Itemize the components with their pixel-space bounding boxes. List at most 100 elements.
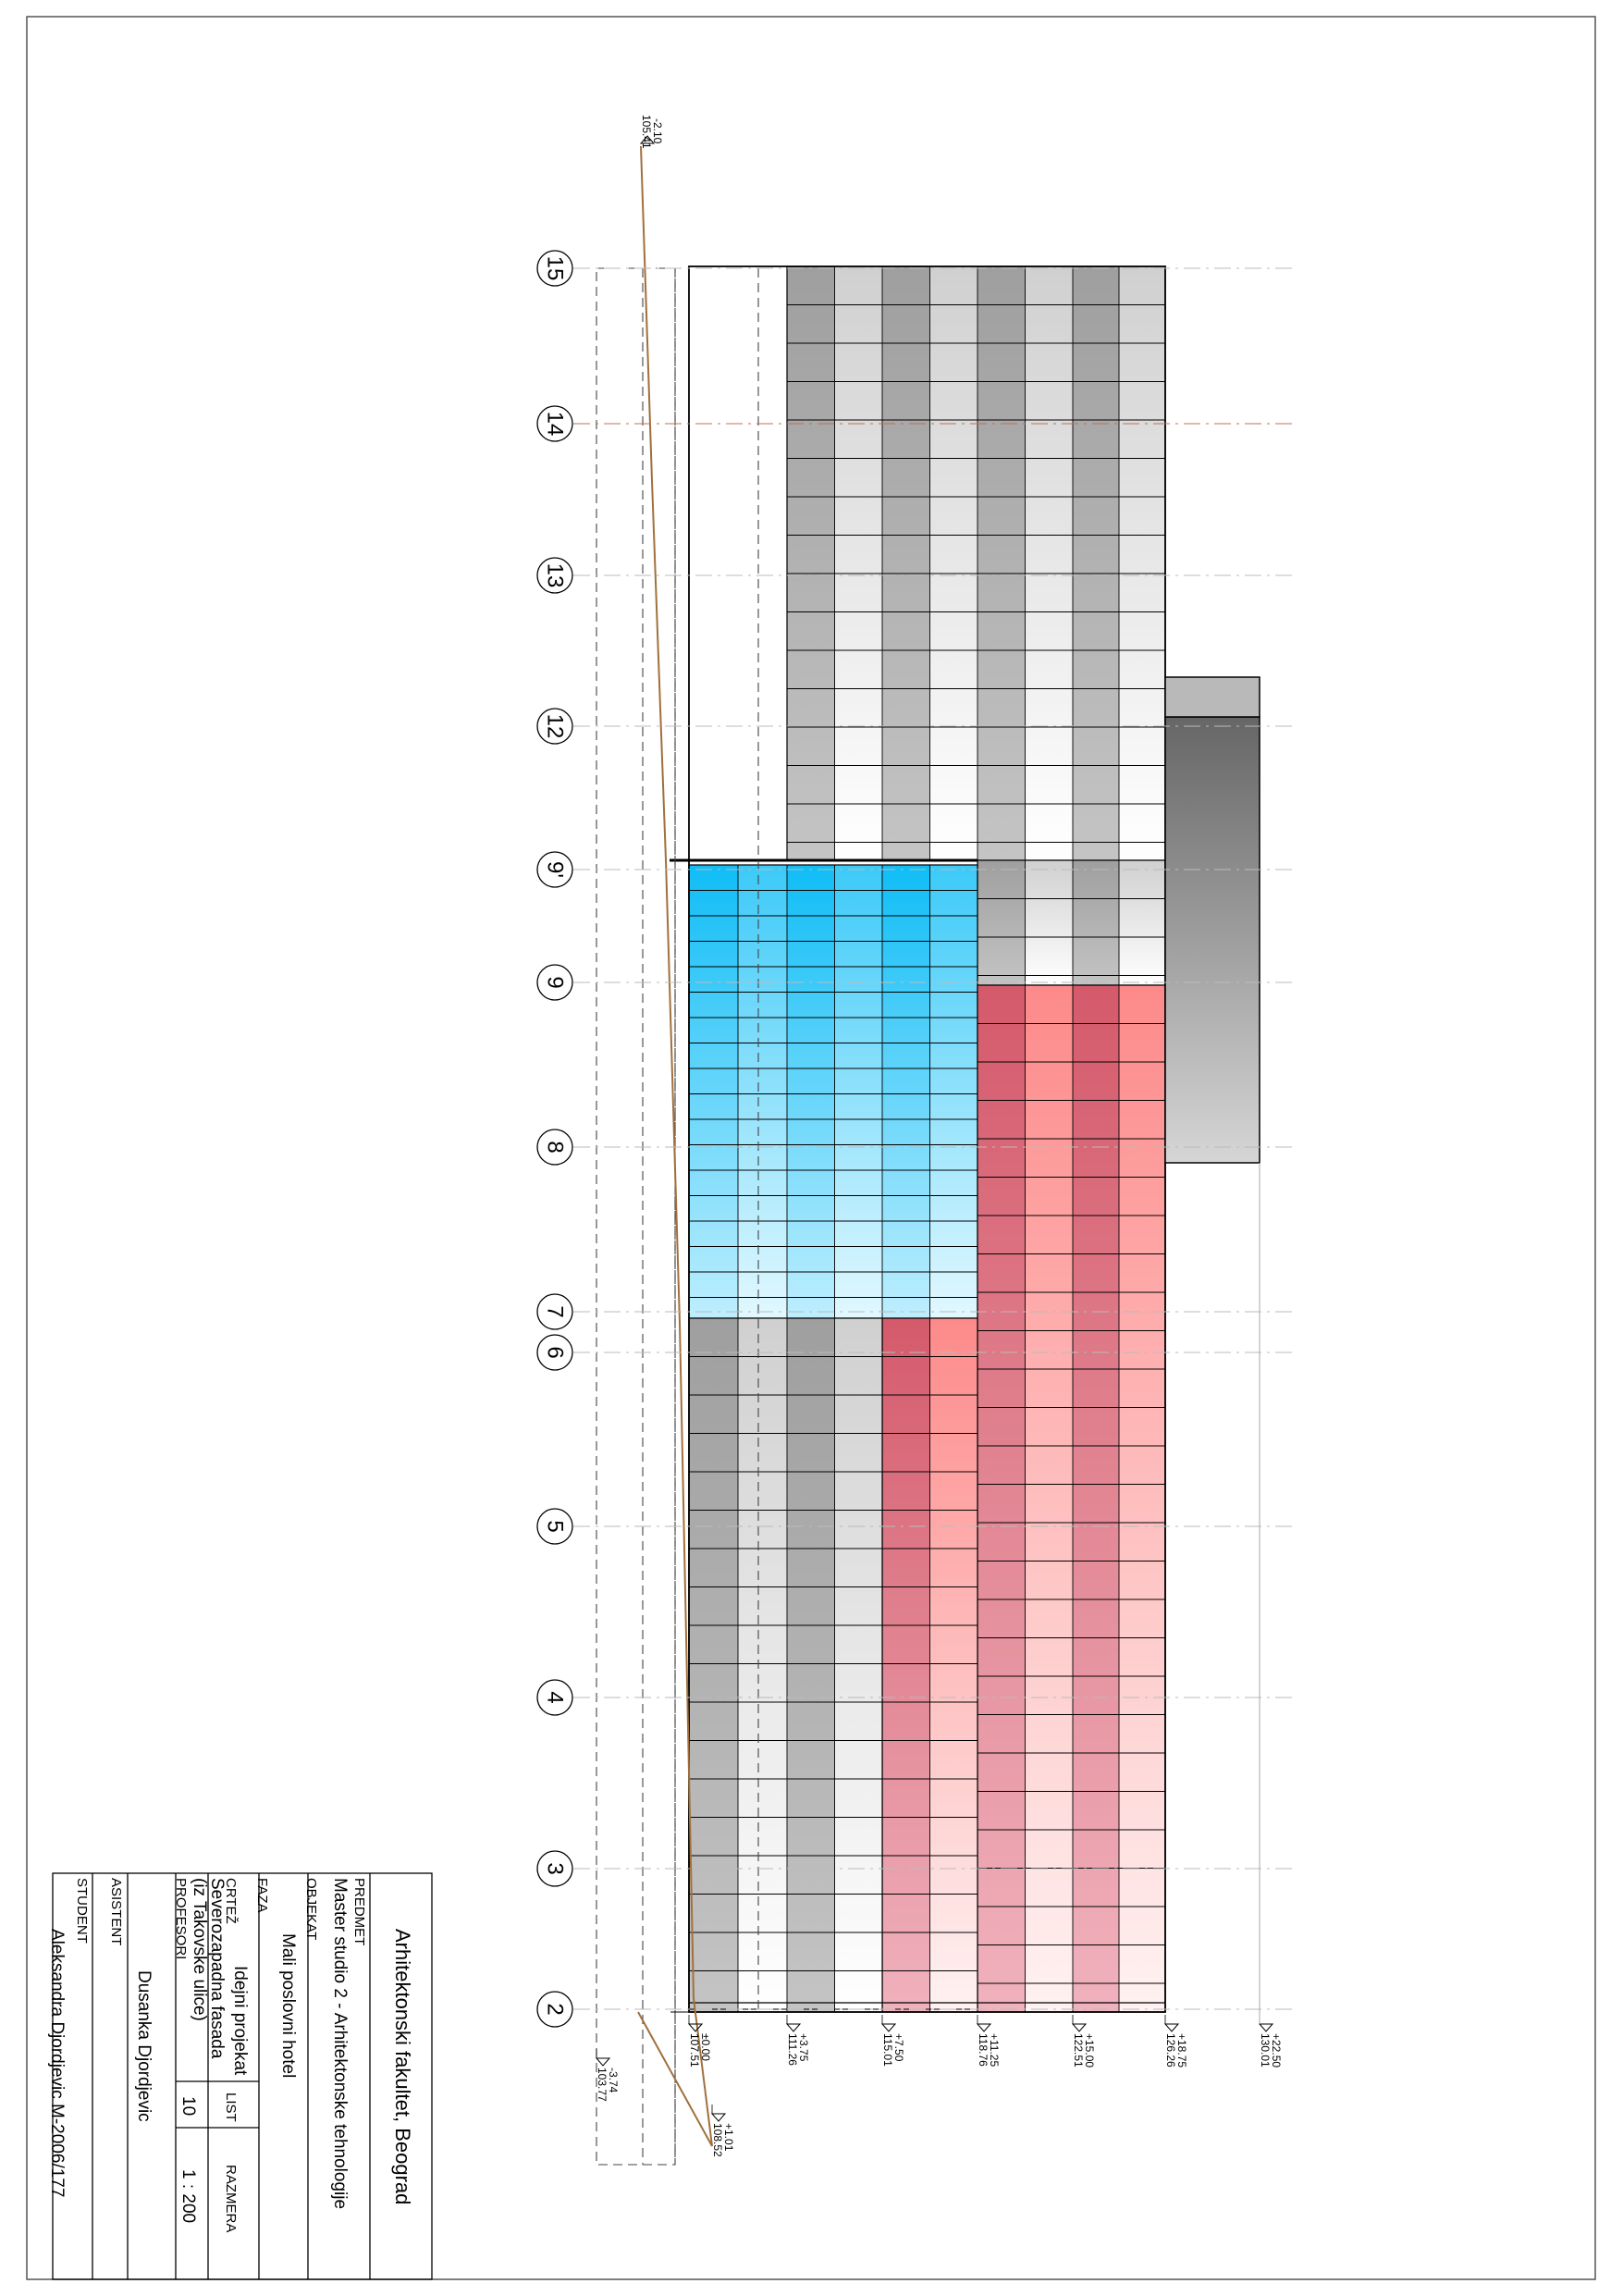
student-label: STUDENT [74, 1878, 90, 1944]
sheet-frame [26, 16, 1596, 2280]
terrain-line [640, 145, 713, 2147]
facade-strip [1073, 266, 1119, 860]
level-markers: -3.74103.77±0.00107.51+1.01108.52+3.7511… [595, 115, 1283, 2157]
facade-region [786, 265, 1166, 861]
level-absolute: 103.77 [596, 2068, 609, 2102]
grid-axis-6: 9 [536, 964, 1295, 1001]
axis-label: 7 [543, 1305, 568, 1317]
objekat-label: OBJEKAT [303, 1878, 319, 1941]
list-value: 10 [178, 2096, 198, 2117]
facade-strip [787, 1318, 835, 2012]
faza-value: Idejni projekat [230, 1966, 250, 2076]
axis-label: 6 [543, 1346, 568, 1358]
grid-axis-4: 12 [536, 708, 1295, 745]
facade-region [688, 864, 978, 1319]
facade-strip [1073, 985, 1119, 2012]
student-value: Aleksandra Djordjevic M-2006/177 [47, 1929, 67, 2198]
grid-axis-5: 9' [536, 851, 1295, 888]
profesori-value: Dusanka Djordjevic [134, 1970, 154, 2122]
facade-strip [882, 266, 930, 860]
axis-label: 9' [543, 861, 568, 878]
terrain-absolute: 105.41 [640, 115, 653, 149]
grid-axis-2: 14 [536, 405, 1295, 442]
facade-strip [1025, 266, 1073, 860]
axis-bubble [536, 1293, 573, 1330]
grid-axis-1: 15 [536, 250, 1295, 287]
razmera-value: 1 : 200 [178, 2169, 198, 2224]
facade-strip [977, 985, 1026, 2012]
axis-label: 9 [543, 976, 568, 988]
facade-strip [689, 1318, 738, 2012]
asistent-label: ASISTENT [108, 1878, 124, 1946]
profesori-label: PROFESORI [173, 1878, 189, 1960]
terrain-relative: -2.10 [651, 118, 664, 144]
level-absolute: 115.01 [881, 2033, 894, 2067]
level-relative: ±0.00 [699, 2033, 712, 2061]
faza-label: FAZA [254, 1878, 270, 1913]
facade-strip [1119, 985, 1165, 2012]
axis-label: 8 [543, 1141, 568, 1153]
level-absolute: 130.01 [1259, 2033, 1272, 2068]
axis-bubble [536, 557, 573, 594]
level-relative: +1.01 [722, 2123, 735, 2152]
axis-bubble [536, 1991, 573, 2028]
facade-strip [977, 860, 1026, 985]
terrain-slope [637, 2011, 713, 2147]
grid-axis-13: 2 [536, 1991, 1295, 2028]
axis-bubble [536, 708, 573, 745]
razmera-label: RAZMERA [223, 2165, 239, 2233]
level-triangle [976, 2023, 992, 2032]
level-triangle [710, 2113, 727, 2122]
level-relative: +3.75 [797, 2033, 810, 2062]
facade-strip [689, 865, 738, 1318]
grid-axis-3: 13 [536, 557, 1295, 594]
level-relative: -3.74 [607, 2068, 620, 2093]
level-relative: +22.50 [1270, 2033, 1283, 2068]
facade-region [881, 1317, 978, 2013]
title-block-frame [52, 1872, 433, 2280]
level-absolute: 111.26 [786, 2033, 799, 2066]
axis-label: 12 [543, 714, 568, 739]
facade-strip [1119, 266, 1165, 860]
tower-volume [1164, 716, 1260, 1164]
objekat-value: Mali poslovni hotel [278, 1933, 298, 2079]
crtez-line2: (iz Takovske ulice) [190, 1878, 209, 2021]
axis-label: 15 [543, 256, 568, 281]
axis-label: 5 [543, 1520, 568, 1532]
predmet-value: Master studio 2 - Arhitektonske tehnolog… [330, 1878, 350, 2210]
facade-strip [882, 865, 930, 1318]
grid-axis-11: 4 [536, 1679, 1295, 1716]
facade-region [977, 859, 1166, 986]
facade-region [977, 984, 1166, 2013]
level-absolute: 107.51 [688, 2033, 701, 2068]
level-triangle [1071, 2023, 1088, 2032]
facade-strip [1025, 985, 1073, 2012]
predmet-label: PREDMET [351, 1878, 367, 1946]
list-label: LIST [223, 2092, 239, 2122]
grid-axis-8: 7 [536, 1293, 1295, 1330]
axis-bubble [536, 1129, 573, 1166]
axis-label: 4 [543, 1691, 568, 1703]
facade-strip [1025, 860, 1073, 985]
axis-bubble [536, 1334, 573, 1371]
level-relative: +11.25 [988, 2033, 1001, 2067]
grid-axis-9: 6 [536, 1334, 1295, 1371]
facade-strip [787, 266, 835, 860]
axis-bubble [536, 964, 573, 1001]
facade-strip [929, 1318, 977, 2012]
level-triangle [595, 2057, 611, 2067]
level-triangle [1163, 2023, 1180, 2032]
tower-roof [1164, 676, 1260, 718]
axis-label: 2 [543, 2003, 568, 2015]
facade-strip [787, 865, 835, 1318]
facade-strip [1073, 860, 1119, 985]
grid-axes: 15 14 13 12 9' 9 8 7 6 5 4 3 2 [536, 250, 1295, 2028]
grid-axis-7: 8 [536, 1129, 1295, 1166]
